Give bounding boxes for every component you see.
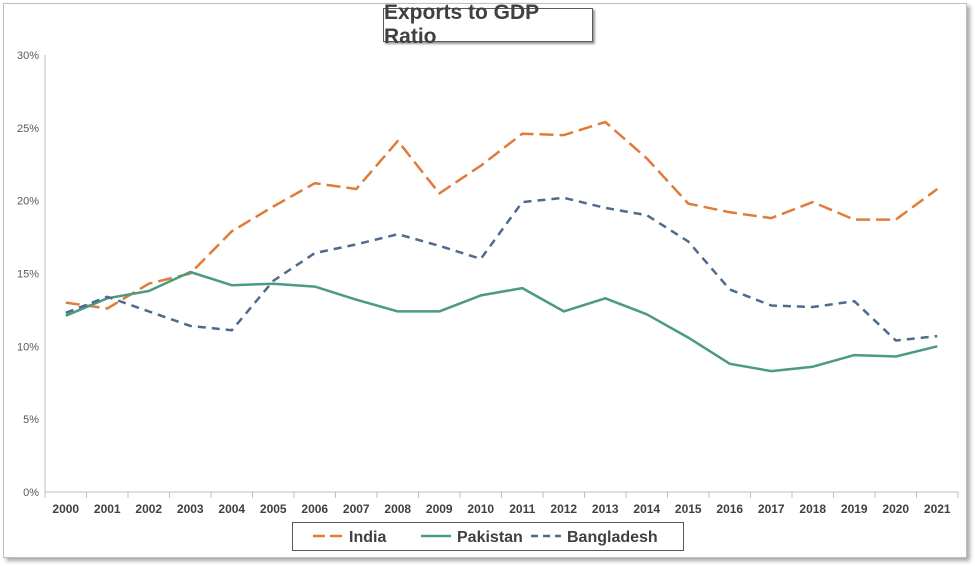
x-tick-label: 2005 <box>260 502 287 516</box>
legend-label-bangladesh: Bangladesh <box>567 529 658 546</box>
x-tick-label: 2011 <box>509 502 535 516</box>
x-tick-label: 2002 <box>135 502 162 516</box>
legend-label-pakistan: Pakistan <box>457 529 523 546</box>
legend <box>292 522 684 551</box>
y-tick-label: 0% <box>23 487 39 499</box>
chart-title: Exports to GDP Ratio <box>383 1 593 48</box>
x-tick-label: 2008 <box>384 502 411 516</box>
x-tick-label: 2017 <box>758 502 785 516</box>
x-tick-label: 2020 <box>882 502 909 516</box>
y-tick-label: 5% <box>23 414 39 426</box>
legend-label-india: India <box>349 529 386 546</box>
x-tick-label: 2009 <box>426 502 453 516</box>
x-tick-label: 2016 <box>716 502 743 516</box>
y-tick-label: 15% <box>17 269 39 281</box>
y-tick-label: 10% <box>17 341 39 353</box>
chart-title-text: Exports to GDP Ratio <box>384 1 539 48</box>
series-line-bangladesh <box>65 196 938 342</box>
x-tick-label: 2010 <box>467 502 494 516</box>
x-tick-label: 2000 <box>52 502 79 516</box>
x-tick-label: 2012 <box>550 502 577 516</box>
x-tick-label: 2015 <box>675 502 702 516</box>
x-tick-label: 2004 <box>218 502 245 516</box>
legend-items: India Pakistan Bangladesh <box>313 529 658 546</box>
y-tick-label: 20% <box>17 196 39 208</box>
x-tick-label: 2013 <box>592 502 619 516</box>
x-tick-label: 2019 <box>841 502 868 516</box>
x-tick-label: 2018 <box>799 502 826 516</box>
series-line-india <box>65 120 939 310</box>
x-tick-label: 2021 <box>924 502 951 516</box>
x-tick-label: 2001 <box>94 502 121 516</box>
y-tick-label: 25% <box>17 123 39 135</box>
series-layer <box>65 120 939 373</box>
y-tick-label: 30% <box>17 50 39 62</box>
x-tick-label: 2006 <box>301 502 328 516</box>
x-tick-label: 2014 <box>633 502 660 516</box>
series-line-pakistan <box>65 270 938 373</box>
x-tick-label: 2003 <box>177 502 204 516</box>
axes: 0% 5% 10% 15% 20% 25% 30% 2000 2001 2002 2003 2004 2… <box>17 50 959 516</box>
x-tick-label: 2007 <box>343 502 370 516</box>
